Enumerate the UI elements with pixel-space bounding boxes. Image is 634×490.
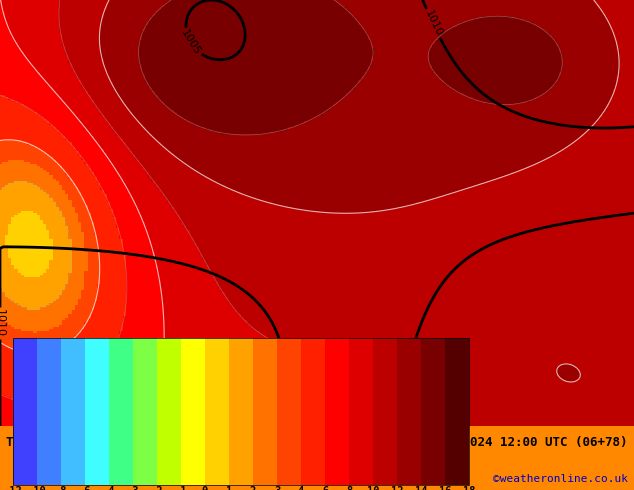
Text: Theta-W 850hPa [hPa] ECMWF: Theta-W 850hPa [hPa] ECMWF (6, 436, 202, 449)
Text: 1005: 1005 (179, 28, 202, 57)
Text: ©weatheronline.co.uk: ©weatheronline.co.uk (493, 474, 628, 484)
Text: Sa 04-05-2024 12:00 UTC (06+78): Sa 04-05-2024 12:00 UTC (06+78) (395, 436, 628, 449)
Text: 1010: 1010 (422, 9, 443, 38)
Text: 1010: 1010 (0, 310, 5, 338)
Text: 1005: 1005 (389, 386, 406, 416)
